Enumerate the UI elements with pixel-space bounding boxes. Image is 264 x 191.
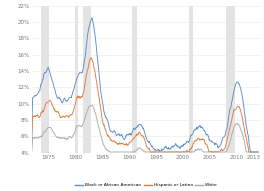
- Bar: [83, 6, 91, 153]
- Bar: [75, 6, 78, 153]
- Bar: [190, 6, 193, 153]
- Legend: Black or African American, Hispanic or Latino, White: Black or African American, Hispanic or L…: [73, 181, 220, 189]
- Bar: [41, 6, 49, 153]
- Bar: [132, 6, 136, 153]
- Bar: [226, 6, 235, 153]
